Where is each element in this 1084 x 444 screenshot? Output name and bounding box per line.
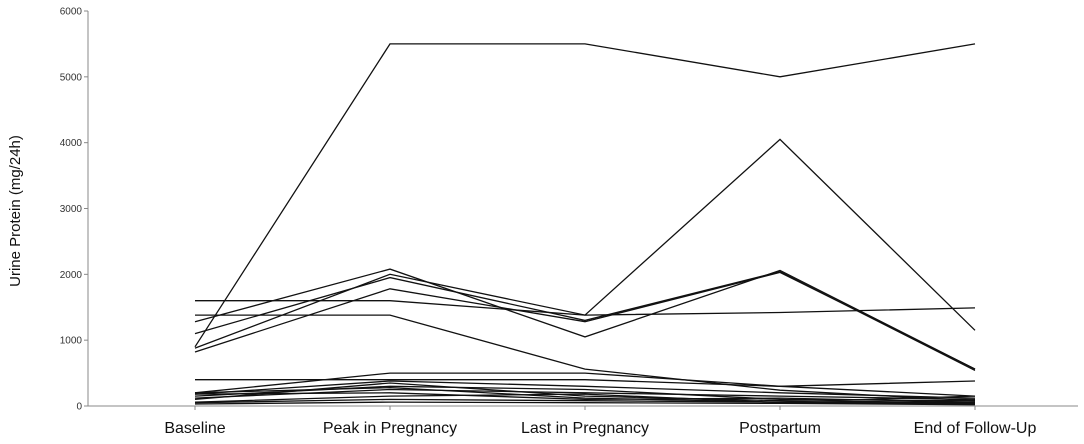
y-tick-label: 6000: [60, 7, 83, 18]
series-line-7: [194, 271, 976, 370]
series-line-18: [194, 401, 976, 406]
y-tick-label: 2000: [60, 270, 83, 281]
y-tick-label: 5000: [60, 72, 83, 83]
x-category-labels: Baseline Peak in Pregnancy Last in Pregnan…: [164, 406, 1036, 437]
series-line-5: [195, 314, 976, 402]
y-axis-title-group: Urine Protein (mg/24h): [7, 135, 24, 287]
x-category-label: Peak in Pregnancy: [323, 420, 457, 437]
y-tick-label: 3000: [60, 204, 83, 215]
x-category-label: Last in Pregnancy: [521, 420, 649, 437]
series-line-14: [194, 392, 976, 403]
series-lines: [194, 43, 976, 406]
x-category-label: Baseline: [164, 420, 225, 437]
y-tick-label: 1000: [60, 336, 83, 347]
series-line-12: [194, 388, 976, 401]
series-line-9: [194, 372, 976, 397]
series-line-2: [194, 138, 976, 349]
series-line-13: [194, 382, 976, 404]
x-category-label: End of Follow-Up: [914, 420, 1037, 437]
series-line-1: [194, 43, 976, 348]
x-category-label: Postpartum: [739, 420, 821, 437]
y-axis-title: Urine Protein (mg/24h): [7, 135, 24, 287]
y-tick-label: 0: [76, 402, 82, 413]
y-ticks: 0 1000 2000 3000 4000 5000 6000: [60, 7, 88, 413]
series-line-3: [194, 268, 976, 370]
series-line-16: [194, 398, 976, 405]
series-line-4: [195, 300, 976, 316]
y-tick-label: 4000: [60, 138, 83, 149]
series-line-10: [194, 380, 976, 399]
series-line-17: [194, 386, 976, 403]
